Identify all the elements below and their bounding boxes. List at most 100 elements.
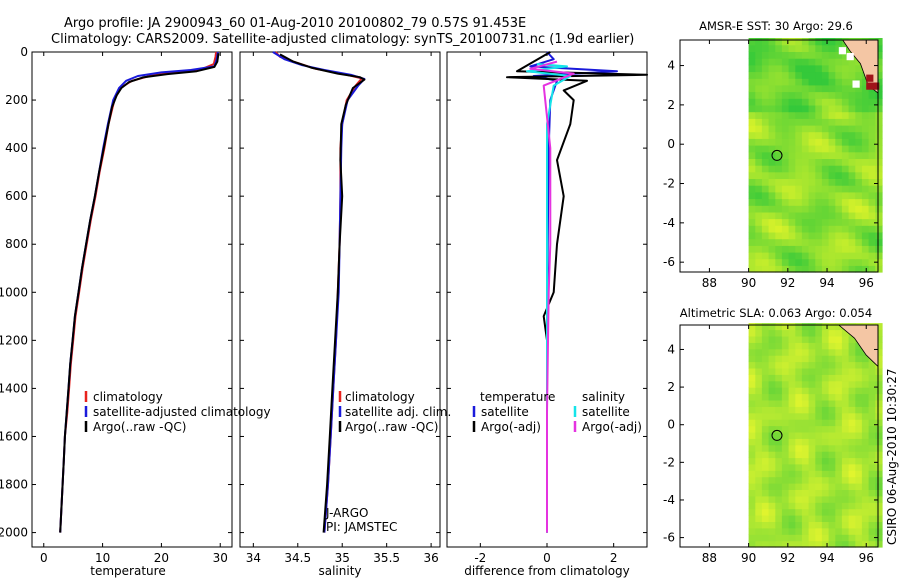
map-cell [855, 380, 863, 388]
map-cell [875, 245, 883, 253]
map-cell [861, 399, 870, 407]
map-cell [808, 78, 816, 86]
map-cell [828, 483, 836, 490]
map-cell [875, 251, 883, 260]
map-cell [875, 540, 883, 548]
map-cell [755, 231, 763, 240]
map-cell [835, 374, 843, 382]
map-cell [795, 502, 803, 510]
map-cell [835, 476, 843, 484]
map-cell [828, 44, 836, 52]
map-cell [775, 178, 783, 186]
map-cell [801, 406, 810, 414]
map-cell [841, 71, 850, 79]
map-cell [808, 38, 816, 46]
map-cell [788, 457, 796, 465]
map-cell [781, 185, 790, 193]
map-cell [841, 451, 850, 459]
annotation-pi-jamstec: PI: JAMSTEC [326, 520, 397, 534]
map-cell [781, 51, 790, 59]
map-cell [788, 425, 796, 433]
series-line-temperature-satellite [529, 51, 618, 533]
map-cell [775, 138, 783, 146]
map-cell [755, 425, 763, 433]
map-cell [855, 470, 863, 478]
map-cell [841, 329, 850, 337]
x-tick-label: 20 [154, 551, 169, 565]
map-cell [855, 145, 863, 153]
map-cell [828, 470, 836, 478]
map-cell [781, 335, 790, 343]
map-cell [841, 387, 850, 395]
sst-map-plot: 88 90 92 94 96 -6 -4 -2 0 2 4 [663, 38, 883, 290]
map-cell [815, 64, 823, 73]
map-cell [855, 374, 863, 382]
map-cell [781, 191, 790, 200]
map-cell [748, 78, 756, 86]
map-cell [795, 111, 803, 119]
map-cell [768, 463, 776, 471]
map-cell [861, 104, 870, 113]
map-cell [841, 151, 850, 159]
map-cell [861, 431, 870, 439]
map-cell [801, 463, 810, 471]
map-cell [841, 198, 850, 206]
map-cell [868, 387, 876, 395]
map-cell [855, 251, 863, 260]
map-cell [808, 44, 816, 52]
map-cell [868, 527, 876, 535]
map-cell [768, 508, 776, 516]
map-cell [828, 104, 836, 113]
map-cell [875, 374, 883, 382]
map-cell [748, 225, 756, 233]
map-cell [788, 534, 796, 542]
map-cell [801, 218, 810, 226]
map-cell [795, 225, 803, 233]
salinity-plot: 34 34.5 35 35.5 36 [240, 51, 440, 565]
map-cell [781, 425, 790, 433]
map-cell [801, 258, 810, 266]
map-cell [768, 412, 776, 420]
map-cell [775, 348, 783, 356]
map-cell [868, 463, 876, 471]
map-cell [768, 104, 776, 113]
map-cell [761, 251, 770, 260]
map-cell [875, 412, 883, 420]
map-cell [828, 58, 836, 66]
map-cell [801, 470, 810, 478]
map-cell [781, 58, 790, 66]
map-cell [868, 158, 876, 166]
map-cell [808, 438, 816, 446]
map-cell [815, 348, 823, 356]
salinity-xlabel: salinity [318, 564, 361, 578]
salinity-legend: climatology satellite adj. clim. Argo(..… [338, 390, 451, 434]
map-cell [768, 218, 776, 226]
map-cell [868, 393, 876, 401]
map-cell [748, 361, 756, 369]
map-cell [815, 84, 823, 93]
map-cell [848, 185, 856, 193]
map-cell [768, 44, 776, 52]
map-cell [775, 355, 783, 363]
map-cell [828, 521, 836, 529]
map-cell [748, 191, 756, 200]
map-cell [761, 515, 770, 522]
map-cell [828, 399, 836, 407]
map-cell [755, 374, 763, 382]
map-cell [808, 118, 816, 126]
y-tick-label: 1400 [0, 381, 28, 395]
map-cell [788, 145, 796, 153]
map-cell [841, 145, 850, 153]
map-cell [761, 211, 770, 220]
map-cell [835, 451, 843, 459]
map-cell [775, 335, 783, 343]
map-cell [868, 91, 876, 99]
map-cell [841, 489, 850, 497]
map-cell [788, 71, 796, 79]
map-cell [835, 185, 843, 193]
map-cell [868, 138, 876, 146]
map-cell [821, 178, 830, 186]
map-cell [768, 348, 776, 356]
map-cell [841, 104, 850, 113]
map-cell [768, 245, 776, 253]
